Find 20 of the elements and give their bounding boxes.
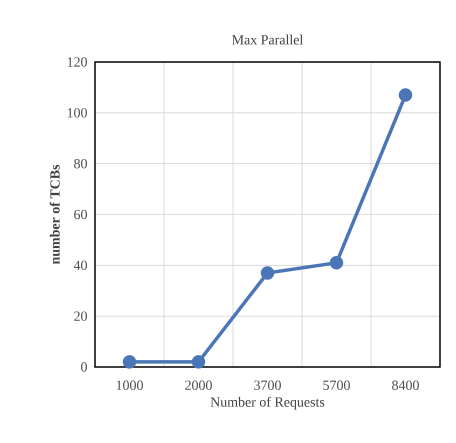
point <box>192 355 206 369</box>
point <box>398 88 412 102</box>
x-tick-label: 3700 <box>254 380 281 390</box>
point <box>330 256 344 270</box>
y-axis-title: number of TCBs <box>50 164 60 264</box>
chart-title: Max Parallel <box>232 34 304 45</box>
x-tick-label: 2000 <box>185 380 212 390</box>
y-tick-label: 120 <box>68 57 87 67</box>
y-tick-label: 80 <box>74 158 87 168</box>
y-tick-label: 0 <box>81 362 87 372</box>
point <box>260 266 274 280</box>
y-tick-label: 20 <box>74 311 87 321</box>
x-axis-title: Number of Requests <box>210 396 324 410</box>
y-tick-label: 60 <box>74 210 87 220</box>
x-tick-label: 5700 <box>323 380 350 390</box>
y-tick-label: 40 <box>74 260 87 270</box>
x-tick-label: 1000 <box>116 380 143 390</box>
y-tick-label: 100 <box>68 108 87 118</box>
x-tick-label: 8400 <box>392 380 419 390</box>
point <box>122 355 136 369</box>
